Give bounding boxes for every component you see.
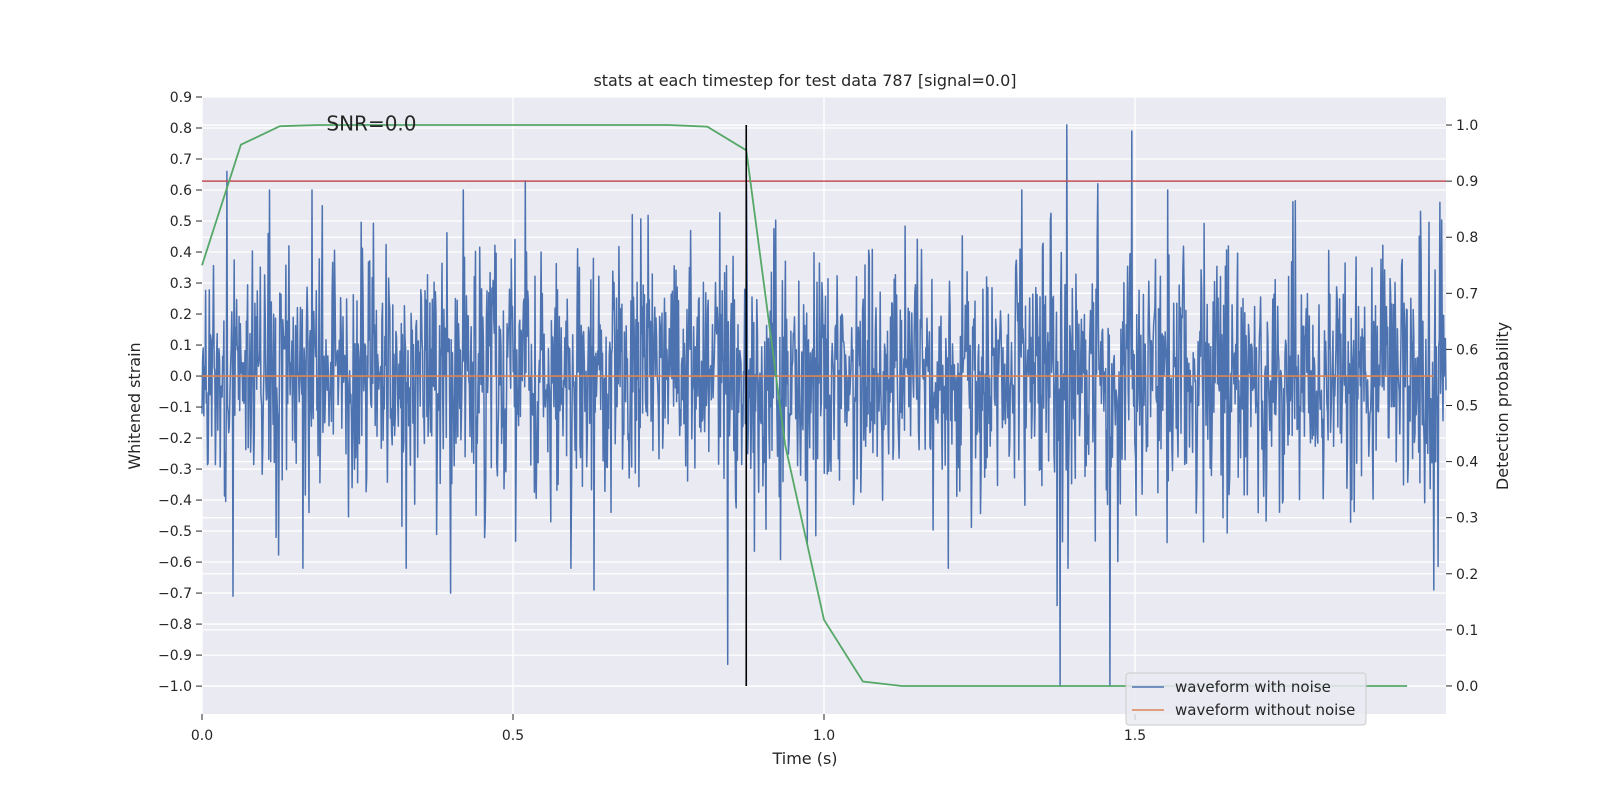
y-left-tick-label: −0.7	[158, 586, 192, 602]
y-axis-right-label: Detection probability	[1493, 322, 1512, 490]
y-left-tick-label: 0.7	[170, 152, 192, 168]
y-right-tick-label: 0.9	[1456, 174, 1478, 190]
y-right-tick-label: 0.3	[1456, 511, 1478, 527]
y-left-tick-label: 0.5	[170, 214, 192, 230]
y-left-tick-label: −0.2	[158, 431, 192, 447]
y-left-tick-label: 0.4	[170, 245, 192, 261]
y-left-tick-label: 0.9	[170, 90, 192, 106]
legend-label-waveform-with-noise: waveform with noise	[1175, 678, 1331, 696]
series-waveform-with-noise	[201, 124, 1447, 687]
y-right-tick-label: 0.2	[1456, 567, 1478, 583]
y-left-tick-label: −0.5	[158, 524, 192, 540]
y-right-tick-label: 0.8	[1456, 230, 1478, 246]
y-right-tick-label: 0.4	[1456, 455, 1478, 471]
y-left-tick-label: −0.9	[158, 648, 192, 664]
y-right-tick-label: 0.7	[1456, 286, 1478, 302]
y-left-tick-label: −0.8	[158, 617, 192, 633]
y-right-tick-label: 0.1	[1456, 623, 1478, 639]
chart-title: stats at each timestep for test data 787…	[593, 71, 1016, 90]
snr-annotation: SNR=0.0	[326, 111, 416, 135]
y-left-tick-label: 0.1	[170, 338, 192, 354]
x-axis-label: Time (s)	[771, 749, 837, 768]
y-left-tick-label: 0.2	[170, 307, 192, 323]
x-tick-label: 1.0	[813, 728, 835, 744]
y-right-tick-label: 1.0	[1456, 118, 1478, 134]
legend-label-waveform-without-noise: waveform without noise	[1175, 701, 1355, 719]
waveform-with-noise-line	[201, 124, 1447, 687]
legend-box	[1125, 672, 1367, 726]
y-right-tick-label: 0.6	[1456, 342, 1478, 358]
y-left-tick-label: −0.3	[158, 462, 192, 478]
x-axis: 0.0 0.5 1.0 1.5	[191, 714, 1146, 744]
y-left-tick-label: −0.6	[158, 555, 192, 571]
y-axis-left: 0.9 0.8 0.7 0.6 0.5 0.4 0.3 0.2 0.1 0.0 −0.1 −0.2 −0…	[158, 90, 202, 695]
y-left-tick-label: −1.0	[158, 679, 192, 695]
legend: waveform with noise waveform without noi…	[1125, 672, 1367, 726]
x-tick-label: 1.5	[1124, 728, 1146, 744]
y-axis-right: 1.0 0.9 0.8 0.7 0.6 0.5 0.4 0.3 0.2 0.1 0.0	[1446, 118, 1478, 695]
y-left-tick-label: −0.4	[158, 493, 192, 509]
y-right-tick-label: 0.0	[1456, 679, 1478, 695]
x-tick-label: 0.0	[191, 728, 213, 744]
y-axis-left-label: Whitened strain	[125, 342, 144, 469]
y-right-tick-label: 0.5	[1456, 399, 1478, 415]
x-tick-label: 0.5	[502, 728, 524, 744]
y-left-tick-label: 0.3	[170, 276, 192, 292]
y-left-tick-label: 0.6	[170, 183, 192, 199]
y-left-tick-label: 0.8	[170, 121, 192, 137]
y-left-tick-label: −0.1	[158, 400, 192, 416]
y-left-tick-label: 0.0	[170, 369, 192, 385]
